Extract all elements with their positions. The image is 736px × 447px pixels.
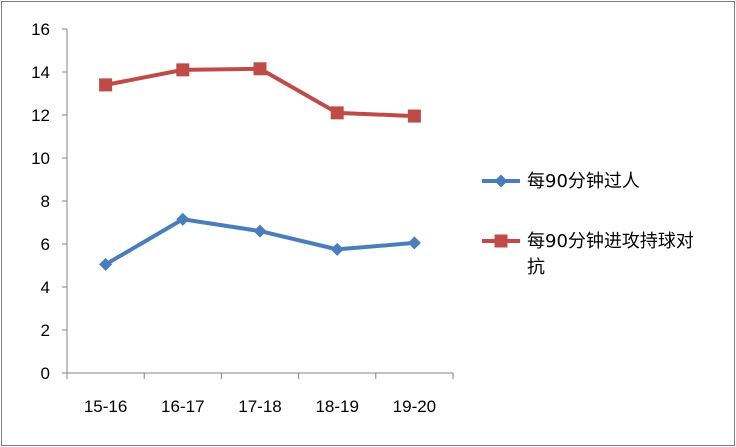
legend-label: 每90分钟过人 <box>527 171 640 192</box>
y-tick-label: 4 <box>41 278 50 297</box>
legend-label-line: 每90分钟过人 <box>527 171 640 192</box>
series-layer <box>99 62 421 271</box>
legend-marker <box>494 234 508 248</box>
legend-entry-1: 每90分钟过人 <box>482 171 640 192</box>
data-point <box>330 242 344 256</box>
x-tick-label: 15-16 <box>84 397 127 416</box>
data-point <box>407 236 421 250</box>
legend-label: 每90分钟进攻持球对抗 <box>527 231 694 278</box>
y-tick-label: 8 <box>41 192 50 211</box>
x-tick-label: 16-17 <box>161 397 204 416</box>
y-tick-label: 0 <box>41 364 50 383</box>
legend-marker <box>494 174 508 188</box>
data-point <box>99 257 113 271</box>
data-point <box>330 106 344 120</box>
data-point <box>407 109 421 123</box>
tick-labels: 0 2 4 6 8 10 12 14 16 15-16 16-17 17-18 18-19 19-20 <box>31 20 436 416</box>
data-point <box>253 224 267 238</box>
legend-label-line: 抗 <box>527 257 545 278</box>
y-tick-label: 10 <box>31 149 50 168</box>
y-tick-label: 14 <box>31 63 50 82</box>
data-point <box>176 63 190 77</box>
x-tick-label: 17-18 <box>238 397 281 416</box>
axes <box>62 28 454 379</box>
series-1 <box>99 212 421 271</box>
x-tick-label: 18-19 <box>315 397 358 416</box>
series-2 <box>99 62 421 123</box>
data-point <box>99 78 113 92</box>
data-point <box>253 62 267 76</box>
x-tick-label: 19-20 <box>393 397 436 416</box>
y-tick-label: 16 <box>31 20 50 39</box>
legend-entry-2: 每90分钟进攻持球对抗 <box>482 231 694 278</box>
legend-label-line: 每90分钟进攻持球对 <box>527 231 694 252</box>
y-tick-label: 6 <box>41 235 50 254</box>
y-tick-label: 2 <box>41 321 50 340</box>
y-tick-label: 12 <box>31 106 50 125</box>
data-point <box>176 212 190 226</box>
